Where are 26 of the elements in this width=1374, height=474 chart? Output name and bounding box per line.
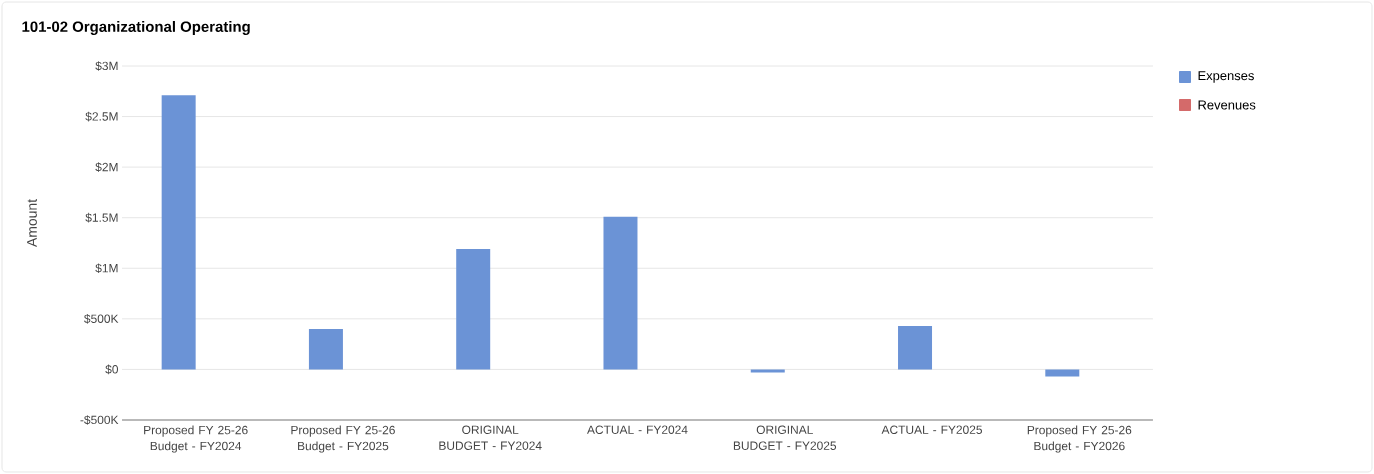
y-tick-label: $2.5M (85, 111, 118, 122)
bar (603, 216, 638, 370)
x-tick-label: ACTUAL - FY2024 (587, 425, 688, 434)
bar (308, 328, 343, 370)
y-axis-title: Amount (27, 199, 37, 247)
legend-label: Expenses (1198, 71, 1254, 83)
x-tick-label: Proposed FY 25-26 Budget - FY2025 (291, 425, 395, 453)
bar (161, 95, 196, 370)
x-tick-label: ORIGINAL BUDGET - FY2025 (733, 425, 837, 450)
y-tick-label: $1.5M (85, 212, 118, 223)
y-tick-label: $3M (95, 61, 118, 71)
legend-label: Revenues (1198, 100, 1256, 110)
y-tick-label: $1M (95, 263, 118, 274)
bar (750, 369, 785, 373)
x-tick-label: Proposed FY 25-26 Budget - FY2026 (1027, 425, 1132, 453)
y-tick-label: $2M (95, 162, 118, 172)
chart-title: 101-02 Organizational Operating (22, 20, 250, 35)
x-tick-label: ACTUAL - FY2025 (881, 425, 982, 434)
x-tick-label: ORIGINAL BUDGET - FY2024 (439, 425, 542, 450)
y-tick-label: $0 (105, 364, 119, 375)
y-tick-label: -$500K (80, 415, 119, 425)
bar (898, 325, 933, 370)
y-tick-label: $500K (84, 314, 119, 324)
x-tick-label: Proposed FY 25-26 Budget - FY2024 (144, 425, 248, 453)
bar (456, 249, 491, 370)
bar (1045, 369, 1080, 377)
